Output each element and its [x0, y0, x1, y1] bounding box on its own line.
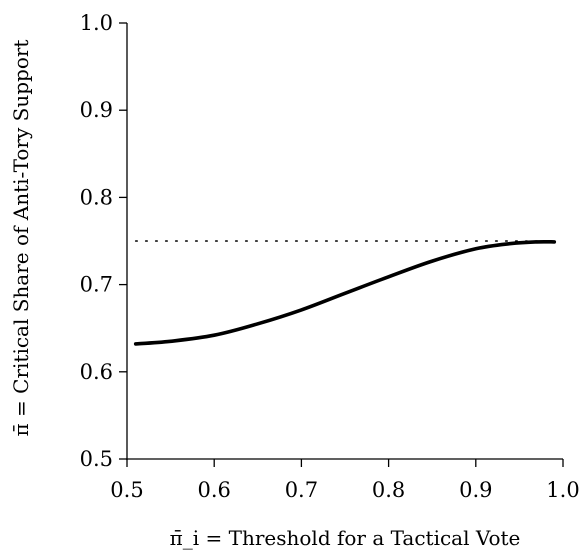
x-tick-label: 0.8 [372, 478, 405, 502]
axes [126, 23, 563, 460]
y-tick-label: 0.5 [80, 447, 113, 471]
y-tick-label: 0.8 [80, 185, 113, 209]
x-tick-label: 0.9 [459, 478, 492, 502]
ticks: 0.5 0.6 0.7 0.8 0.9 1.0 0.5 0.6 0.7 0.8 0.9 1.0 [80, 11, 580, 502]
y-tick-label: 1.0 [80, 11, 113, 35]
y-tick-label: 0.9 [80, 98, 113, 122]
y-tick-label: 0.6 [80, 360, 113, 384]
y-tick-label: 0.7 [80, 273, 113, 297]
x-tick-label: 0.7 [285, 478, 318, 502]
y-axis-label: π̄ = Critical Share of Anti-Tory Support [9, 40, 33, 437]
series-group [133, 239, 557, 346]
x-tick-label: 1.0 [546, 478, 579, 502]
x-axis-label: π̄_i = Threshold for a Tactical Vote [170, 526, 521, 550]
x-tick-label: 0.6 [197, 478, 230, 502]
critical-share-line [133, 239, 557, 346]
x-tick-label: 0.5 [110, 478, 143, 502]
